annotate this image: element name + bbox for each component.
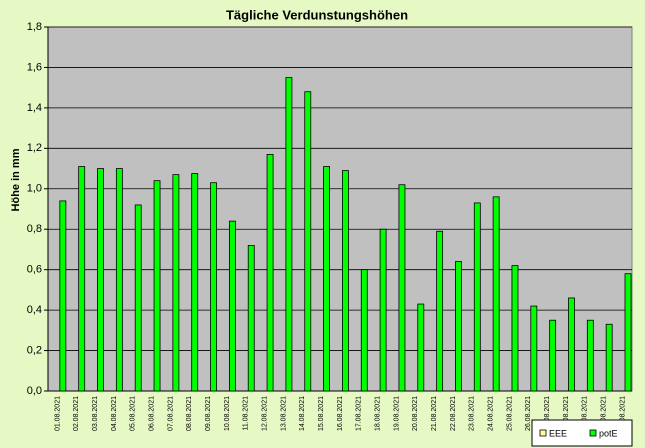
bar [417, 303, 425, 392]
x-tick-label: 25.08.2021 [506, 396, 513, 431]
x-tick-label: 06.08.2021 [148, 396, 155, 431]
x-tick-label: 12.08.2021 [261, 396, 268, 431]
x-tick-label: 01.08.2021 [54, 396, 61, 431]
bar [586, 319, 594, 392]
x-tick-label: 24.08.2021 [488, 396, 495, 431]
x-tick-label: 04.08.2021 [111, 396, 118, 431]
y-axis-label: Höhe in mm [10, 148, 22, 211]
bar [436, 230, 444, 392]
y-tick-label: 0,4 [27, 304, 42, 316]
x-tick-label: 21.08.2021 [431, 396, 438, 431]
bar [210, 182, 217, 392]
bar [304, 91, 312, 392]
x-tick-label: 29.08.2021 [582, 396, 589, 431]
x-tick-label: 28.08.2021 [563, 396, 570, 431]
x-tick-label: 27.08.2021 [544, 396, 551, 431]
x-tick-label: 03.08.2021 [92, 396, 99, 431]
chart-title: Tägliche Verdunstungshöhen [226, 7, 408, 22]
x-tick-label: 26.08.2021 [525, 396, 532, 431]
x-tick-label: 02.08.2021 [73, 396, 80, 431]
bar [59, 200, 67, 392]
bar [511, 265, 519, 392]
y-tick-label: 0,2 [27, 344, 42, 356]
x-tick-label: 19.08.2021 [393, 396, 400, 431]
x-tick-label: 13.08.2021 [280, 396, 287, 431]
bar [228, 220, 236, 392]
y-tick-label: 0,6 [27, 264, 42, 276]
x-tick-label: 08.08.2021 [186, 396, 193, 431]
y-tick-label: 0,0 [27, 385, 42, 397]
x-tick-label: 23.08.2021 [469, 396, 476, 431]
bar [115, 168, 123, 392]
bar [172, 174, 180, 392]
x-tick-label: 11.08.2021 [243, 396, 250, 431]
y-tick-label: 1,2 [27, 142, 42, 154]
x-tick-label: 07.08.2021 [167, 396, 174, 431]
bar [360, 269, 368, 392]
bar [191, 173, 199, 392]
x-tick-label: 09.08.2021 [205, 396, 212, 431]
bar [398, 184, 406, 392]
x-tick-label: 30.08.2021 [601, 396, 608, 431]
bar [266, 153, 274, 392]
bar [549, 319, 557, 392]
bar [605, 323, 613, 392]
bar [568, 297, 575, 392]
x-tick-label: 16.08.2021 [337, 396, 344, 431]
y-tick-label: 1,6 [27, 61, 42, 73]
x-tick-label: 31.08.2021 [619, 396, 626, 431]
bar [624, 273, 632, 392]
x-tick-label: 05.08.2021 [130, 396, 137, 431]
bar [247, 244, 255, 392]
x-tick-label: 15.08.2021 [318, 396, 325, 431]
legend-label: EEE [549, 428, 567, 438]
bar [97, 168, 104, 392]
bar [134, 204, 142, 392]
legend-swatch [589, 429, 597, 437]
y-tick-label: 1,4 [27, 102, 42, 114]
x-tick-label: 10.08.2021 [224, 396, 231, 431]
y-tick-label: 1,0 [27, 183, 42, 195]
bar [78, 166, 86, 392]
legend-label: potE [599, 428, 618, 438]
bar [153, 180, 161, 392]
legend-box [531, 419, 633, 447]
x-tick-label: 20.08.2021 [412, 396, 419, 431]
bar [379, 228, 387, 392]
y-tick-label: 1,8 [27, 21, 42, 33]
bar [342, 170, 349, 392]
bar [473, 202, 481, 392]
x-tick-label: 18.08.2021 [375, 396, 382, 431]
legend-swatch [539, 429, 547, 437]
x-tick-label: 14.08.2021 [299, 396, 306, 431]
bar [323, 166, 331, 392]
bar [492, 196, 500, 392]
x-tick-label: 22.08.2021 [450, 396, 457, 431]
bar [455, 261, 462, 392]
bar [285, 77, 293, 392]
x-tick-label: 17.08.2021 [356, 396, 363, 431]
y-tick-label: 0,8 [27, 223, 42, 235]
bar [530, 305, 538, 392]
